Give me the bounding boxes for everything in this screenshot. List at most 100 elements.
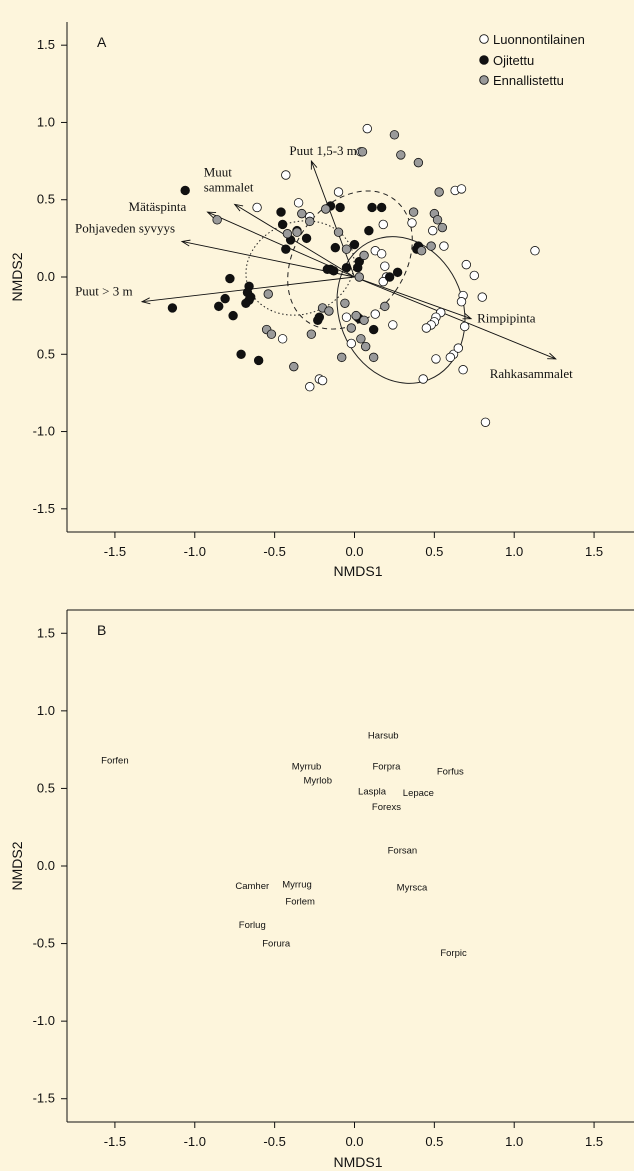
point-luonnontilainen xyxy=(530,246,540,256)
panel-b-x-axis-label: NMDS1 xyxy=(333,1154,382,1170)
point-ojitettu xyxy=(241,298,251,308)
point-ojitettu xyxy=(180,185,190,196)
point-ennallistettu xyxy=(346,323,356,333)
point-ennallistettu xyxy=(408,207,419,217)
panel-a-x-tick-label: -1.5 xyxy=(104,544,126,559)
point-luonnontilainen xyxy=(459,321,470,332)
species-label-lepace: Lepace xyxy=(403,788,434,799)
vector-rahkasammalet xyxy=(354,276,556,360)
point-luonnontilainen xyxy=(333,187,344,197)
species-label-myrsca: Myrsca xyxy=(397,883,428,894)
vector-arrowhead-m-t-spinta xyxy=(206,211,217,219)
panel-a-y-tick-label: -1.0 xyxy=(33,424,55,439)
point-luonnontilainen xyxy=(458,365,468,375)
legend: Luonnontilainen Ojitettu Ennallistettu xyxy=(479,32,585,88)
panel-b-y-tick-label: 0.0 xyxy=(37,858,55,873)
point-luonnontilainen xyxy=(431,354,441,364)
vector-label-puut-3-m: Puut > 3 m xyxy=(75,284,133,299)
panel-a-x-tick-label: 0.5 xyxy=(425,544,443,559)
panel-b-y-tick-label: -1.0 xyxy=(33,1013,55,1028)
point-ojitettu xyxy=(281,244,291,254)
point-ennallistettu xyxy=(297,208,307,219)
point-ojitettu xyxy=(214,301,224,312)
point-ennallistettu xyxy=(359,315,369,325)
point-luonnontilainen xyxy=(376,249,387,259)
point-luonnontilainen xyxy=(418,374,428,384)
point-luonnontilainen xyxy=(281,170,291,180)
panel-a-y-tick-label: 1.5 xyxy=(37,37,55,52)
point-luonnontilainen xyxy=(378,276,388,287)
point-ennallistettu xyxy=(321,204,331,214)
point-luonnontilainen xyxy=(252,202,262,213)
panel-b-x-tick-label: -0.5 xyxy=(263,1134,285,1149)
point-ojitettu xyxy=(364,225,374,236)
point-ojitettu xyxy=(277,219,288,230)
species-label-forexs: Forexs xyxy=(372,802,401,813)
legend-marker-ojitettu xyxy=(479,55,489,65)
panel-a-y-tick-label: 0.5 xyxy=(37,346,55,361)
point-ennallistettu xyxy=(413,157,424,168)
panel-b-x-tick-label: -1.0 xyxy=(184,1134,206,1149)
point-luonnontilainen xyxy=(346,338,356,349)
point-luonnontilainen xyxy=(317,375,328,386)
species-label-forfus: Forfus xyxy=(437,766,464,777)
panel-b-x-tick-label: 1.0 xyxy=(505,1134,523,1149)
panel-a-x-tick-label: 0.0 xyxy=(345,544,363,559)
panel-b-y-axis-label: NMDS2 xyxy=(9,841,25,890)
point-ennallistettu xyxy=(359,250,369,261)
point-ennallistettu xyxy=(389,130,400,140)
panel-b-y-tick-label: -1.5 xyxy=(33,1091,55,1106)
species-label-myrrub: Myrrub xyxy=(292,762,322,773)
vector-label-m-t-spinta: Mätäspinta xyxy=(129,199,187,214)
panel-b-x-tick-label: 0.0 xyxy=(345,1134,363,1149)
legend-label-ojitettu: Ojitettu xyxy=(493,53,534,68)
species-label-harsub: Harsub xyxy=(368,731,399,742)
point-ennallistettu xyxy=(306,329,317,339)
panel-b-x-tick-label: -1.5 xyxy=(104,1134,126,1149)
point-ennallistettu xyxy=(341,244,352,254)
point-ennallistettu xyxy=(416,246,427,256)
point-luonnontilainen xyxy=(378,219,388,230)
species-label-forpra: Forpra xyxy=(372,762,401,773)
point-ojitettu xyxy=(352,263,363,273)
point-ojitettu xyxy=(236,349,246,359)
legend-marker-ennallistettu xyxy=(479,75,489,85)
point-ennallistettu xyxy=(426,241,436,251)
legend-label-ennallistettu: Ennallistettu xyxy=(493,73,564,88)
point-ennallistettu xyxy=(357,147,368,157)
panel-a-x-tick-label: 1.0 xyxy=(505,544,523,559)
point-ojitettu xyxy=(167,303,178,313)
panel-b-y-tick-label: 1.0 xyxy=(37,703,55,718)
species-label-camher: Camher xyxy=(235,881,269,892)
point-ennallistettu xyxy=(337,352,347,363)
point-luonnontilainen xyxy=(293,198,304,208)
point-luonnontilainen xyxy=(370,309,380,319)
vector-arrowhead-rahkasammalet xyxy=(547,352,557,360)
species-label-forlug: Forlug xyxy=(239,920,266,931)
point-ojitettu xyxy=(220,293,230,304)
point-luonnontilainen xyxy=(439,241,449,251)
point-ennallistettu xyxy=(324,306,334,316)
point-luonnontilainen xyxy=(380,261,390,271)
point-luonnontilainen xyxy=(445,352,456,363)
point-ennallistettu xyxy=(333,227,344,237)
species-label-forlem: Forlem xyxy=(285,897,315,908)
panel-b-y-tick-label: 1.5 xyxy=(37,625,55,640)
vector-label-pohjaveden-syvyys: Pohjaveden syvyys xyxy=(75,220,175,235)
point-ojitettu xyxy=(301,233,312,244)
point-ojitettu xyxy=(329,266,339,276)
panel-a-y-tick-label: 1.0 xyxy=(37,114,55,129)
point-ennallistettu xyxy=(380,301,390,312)
point-luonnontilainen xyxy=(469,270,479,281)
panel-a-x-tick-label: 1.5 xyxy=(585,544,603,559)
point-ennallistettu xyxy=(305,216,315,227)
point-ennallistettu xyxy=(434,187,444,197)
panel-a-y-tick-label: 0.0 xyxy=(37,269,55,284)
point-ojitettu xyxy=(335,202,345,213)
panel-b-y-tick-label: 0.5 xyxy=(37,780,55,795)
point-ojitettu xyxy=(225,273,235,284)
point-luonnontilainen xyxy=(421,323,432,333)
point-ennallistettu xyxy=(263,289,273,299)
point-luonnontilainen xyxy=(477,292,487,302)
point-ennallistettu xyxy=(340,298,350,308)
